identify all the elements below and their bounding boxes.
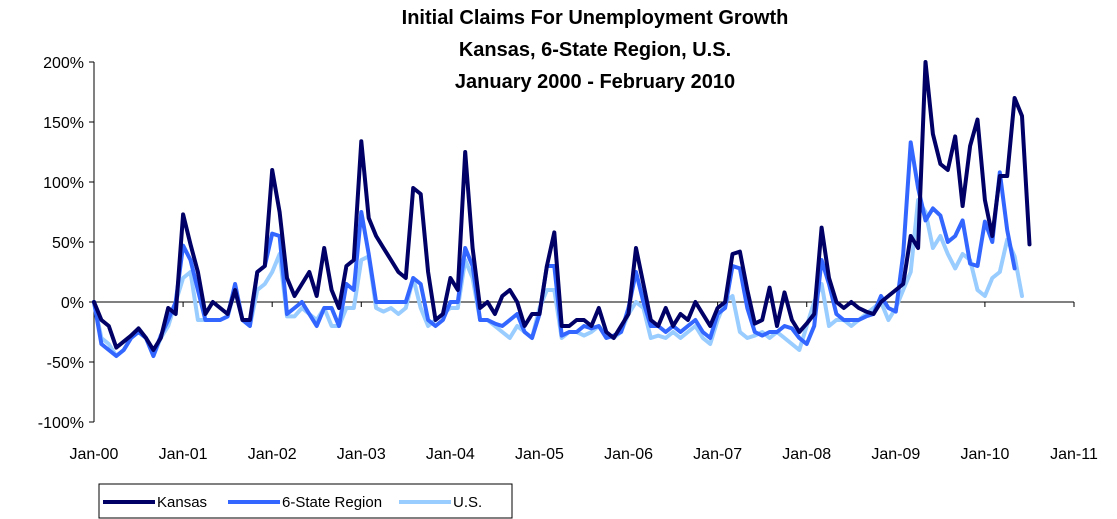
x-tick-label: Jan-00: [70, 446, 119, 463]
y-tick-label: 100%: [43, 175, 84, 192]
series-lines: [92, 60, 1032, 358]
x-tick-label: Jan-11: [1050, 446, 1098, 463]
x-axis: Jan-00 Jan-01 Jan-02 Jan-03 Jan-04 Jan-05 Jan-…: [70, 301, 1098, 463]
y-tick-label: 50%: [52, 235, 84, 252]
x-tick-label: Jan-02: [248, 446, 297, 463]
legend-label-6-state-region: 6-State Region: [282, 494, 382, 511]
chart-title-line-1: Initial Claims For Unemployment Growth: [402, 7, 789, 29]
y-axis: -100% -50% 0% 50% 100% 150% 200%: [38, 55, 95, 432]
y-tick-label: 150%: [43, 115, 84, 132]
x-tick-label: Jan-01: [159, 446, 208, 463]
y-tick-label: -100%: [38, 415, 84, 432]
x-tick-label: Jan-06: [604, 446, 653, 463]
x-tick-label: Jan-09: [871, 446, 920, 463]
series-line-6-state-region: [92, 140, 1017, 358]
x-tick-label: Jan-10: [960, 446, 1009, 463]
y-tick-label: -50%: [47, 355, 84, 372]
chart-title-line-2: Kansas, 6-State Region, U.S.: [459, 39, 731, 61]
chart-title-line-3: January 2000 - February 2010: [455, 71, 735, 93]
y-tick-label: 0%: [61, 295, 84, 312]
legend-label-u-s: U.S.: [453, 494, 482, 511]
x-tick-label: Jan-07: [693, 446, 742, 463]
x-tick-label: Jan-04: [426, 446, 475, 463]
x-tick-label: Jan-08: [782, 446, 831, 463]
x-tick-label: Jan-05: [515, 446, 564, 463]
legend-label-kansas: Kansas: [157, 494, 207, 511]
series-line-kansas: [92, 60, 1032, 352]
chart-title: Initial Claims For Unemployment Growth K…: [402, 7, 789, 93]
x-tick-label: Jan-03: [337, 446, 386, 463]
legend: Kansas 6-State Region U.S.: [98, 483, 513, 519]
y-tick-label: 200%: [43, 55, 84, 72]
